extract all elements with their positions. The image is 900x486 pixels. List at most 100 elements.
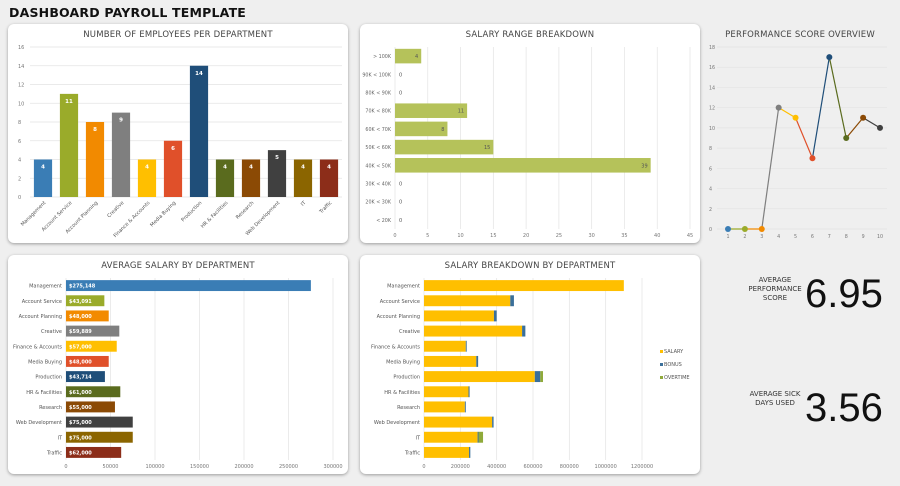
data-label: $55,000 xyxy=(69,405,92,411)
legend-label: OVERTIME xyxy=(664,375,690,381)
bar-9 xyxy=(267,150,287,197)
bar-bonus-4 xyxy=(465,340,467,352)
bar-11 xyxy=(66,446,122,458)
data-label: $62,000 xyxy=(69,450,92,456)
bar-bonus-9 xyxy=(492,416,494,428)
bar-salary-9 xyxy=(424,416,493,428)
y-tick-label: 2 xyxy=(18,176,21,182)
x-tick-label: 25 xyxy=(556,233,562,239)
line-segment xyxy=(828,56,847,139)
bar-bonus-10 xyxy=(477,431,479,443)
bar-salary-1 xyxy=(424,295,511,307)
x-tick-label: 300000 xyxy=(323,464,342,470)
bar-10 xyxy=(66,431,133,443)
y-tick-label: Account Planning xyxy=(377,314,420,320)
data-point xyxy=(826,54,833,61)
y-tick-label: 2 xyxy=(709,207,712,213)
data-label: $43,714 xyxy=(69,375,92,381)
performance-score-chart: PERFORMANCE SCORE OVERVIEW 0 2 4 6 8 10 12 14 16… xyxy=(705,24,895,243)
data-label: 0 xyxy=(399,72,402,78)
bar-overtime-6 xyxy=(540,371,543,383)
y-tick-label: Research xyxy=(397,405,420,411)
salary-breakdown-svg: 0 200000 400000 600000 800000 1000000 1200000 M… xyxy=(371,278,690,470)
salary-breakdown-chart: SALARY BREAKDOWN BY DEPARTMENT 0 200000 40… xyxy=(360,255,700,474)
legend-label: SALARY xyxy=(664,349,684,355)
data-label: $61,000 xyxy=(69,390,92,396)
x-tick-label: 0 xyxy=(422,464,425,470)
bar-salary-8 xyxy=(424,401,465,413)
data-label: $75,000 xyxy=(69,420,92,426)
x-tick-label: 400000 xyxy=(487,464,506,470)
y-tick-label: 50K < 60K xyxy=(365,145,391,151)
x-tick-label: 0 xyxy=(393,233,396,239)
data-label: 0 xyxy=(399,91,402,97)
data-label: 4 xyxy=(223,165,227,171)
x-tick-label: 10 xyxy=(457,233,463,239)
bar-salary-10 xyxy=(424,431,478,443)
data-label: 4 xyxy=(415,54,418,60)
x-tick-label: 4 xyxy=(777,234,780,240)
bar-salary-7 xyxy=(424,386,469,398)
data-label: 0 xyxy=(399,218,402,224)
y-tick-label: Web Development xyxy=(16,420,62,426)
data-label: 0 xyxy=(399,182,402,188)
bar-bonus-1 xyxy=(510,295,514,307)
data-label: 0 xyxy=(399,200,402,206)
y-tick-label: IT xyxy=(57,435,62,441)
avg-performance-label: AVERAGE PERFORMANCE SCORE xyxy=(748,276,802,302)
bar-bonus-7 xyxy=(468,386,470,398)
bar-salary-11 xyxy=(424,446,470,458)
data-label: 9 xyxy=(119,118,123,124)
x-tick-label: 250000 xyxy=(279,464,298,470)
x-tick-label: Creative xyxy=(106,200,125,219)
x-tick-label: 150000 xyxy=(190,464,209,470)
y-tick-label: 6 xyxy=(709,166,712,172)
x-tick-label: 1000000 xyxy=(595,464,617,470)
data-label: 4 xyxy=(249,165,253,171)
bar-9 xyxy=(66,416,133,428)
y-tick-label: Media Buying xyxy=(28,359,62,365)
y-tick-label: Finance & Accounts xyxy=(13,344,62,350)
data-point xyxy=(843,135,850,141)
x-tick-label: 800000 xyxy=(560,464,579,470)
y-tick-label: 60K < 70K xyxy=(365,127,391,133)
data-label: 39 xyxy=(641,163,647,169)
y-tick-label: 6 xyxy=(18,139,21,145)
y-tick-label: 4 xyxy=(18,158,21,164)
bar-1 xyxy=(66,295,105,307)
bar-salary-2 xyxy=(424,310,494,322)
x-tick-label: Production xyxy=(180,200,203,223)
bar-bonus-5 xyxy=(476,355,479,367)
x-tick-label: 200000 xyxy=(451,464,470,470)
x-tick-label: 20 xyxy=(523,233,529,239)
x-tick-label: 2 xyxy=(743,234,746,240)
bar-salary-0 xyxy=(424,280,624,292)
y-tick-label: Traffic xyxy=(404,450,420,456)
y-tick-label: 4 xyxy=(709,187,712,193)
y-tick-label: 70K < 80K xyxy=(365,109,391,115)
data-point xyxy=(809,155,816,162)
y-tick-label: 14 xyxy=(709,85,715,91)
y-tick-label: Creative xyxy=(41,329,62,335)
y-tick-label: 30K < 40K xyxy=(365,182,391,188)
bar-4 xyxy=(137,159,157,197)
y-tick-label: 10 xyxy=(709,126,715,132)
data-label: 14 xyxy=(195,71,203,77)
x-tick-label: 100000 xyxy=(145,464,164,470)
x-tick-label: 0 xyxy=(64,464,67,470)
data-label: $57,000 xyxy=(69,344,92,350)
chart-title: PERFORMANCE SCORE OVERVIEW xyxy=(725,30,875,40)
x-tick-label: 9 xyxy=(862,234,865,240)
avg-sick-days-label: AVERAGE SICK DAYS USED xyxy=(749,390,801,407)
x-tick-label: 35 xyxy=(621,233,627,239)
bar-5 xyxy=(66,355,109,367)
bar-bonus-3 xyxy=(522,325,526,337)
bar-6 xyxy=(66,371,105,383)
bar-5 xyxy=(163,140,183,197)
y-tick-label: 10 xyxy=(18,101,24,107)
legend-swatch xyxy=(660,363,663,366)
data-point xyxy=(758,226,765,232)
line-segment xyxy=(761,107,780,230)
data-label: 8 xyxy=(441,127,444,133)
y-tick-label: 12 xyxy=(18,83,24,89)
